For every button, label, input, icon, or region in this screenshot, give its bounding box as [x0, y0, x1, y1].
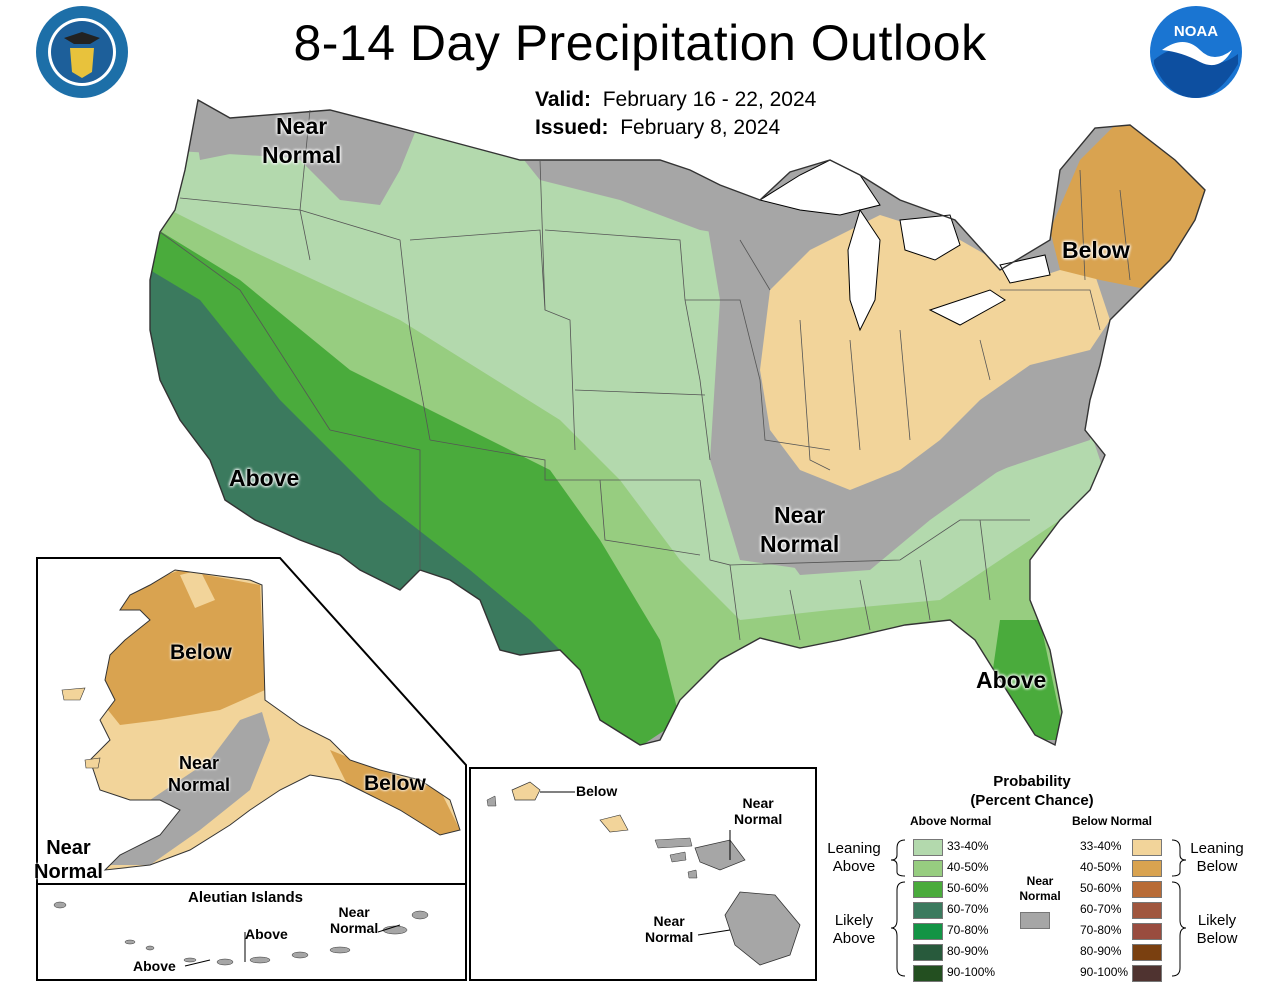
- legend-below-label: 60-70%: [1080, 902, 1122, 916]
- noaa-logo-text: NOAA: [1174, 23, 1218, 40]
- alaska-near-normal-sw-line2: Normal: [34, 861, 103, 883]
- aleutian-near-normal-line2: Normal: [330, 920, 379, 936]
- legend-leaning-above-line2: Above: [832, 858, 876, 875]
- hawaii-label-near-normal-1: Near Normal: [734, 795, 782, 827]
- legend-below-label: 70-80%: [1080, 923, 1122, 937]
- hawaii-label-near-normal-2: Near Normal: [645, 913, 693, 945]
- label-below-northeast: Below: [1062, 237, 1130, 263]
- legend-leaning-above: Leaning Above: [822, 840, 886, 876]
- label-near-normal-northwest: Near Normal: [262, 112, 341, 170]
- aleutian-label-near-normal: Near Normal: [330, 904, 378, 936]
- legend-near-line2: Normal: [1019, 889, 1061, 903]
- state-boundaries: [159, 109, 1131, 641]
- legend-below-label: 90-100%: [1080, 965, 1129, 979]
- alaska-near-normal-line1: Near: [178, 753, 220, 773]
- legend-below-swatch: [1132, 923, 1162, 940]
- legend-above-swatch: [913, 944, 943, 961]
- page-title: 8-14 Day Precipitation Outlook: [293, 15, 987, 71]
- legend: Probability (Percent Chance) Above Norma…: [822, 770, 1272, 982]
- noaa-logo-icon: NOAA: [1150, 6, 1242, 98]
- hawaii-near-normal-2-line2: Normal: [645, 929, 694, 945]
- legend-above-swatch: [913, 881, 943, 898]
- hawaii-near-normal-2-line1: Near: [653, 913, 685, 929]
- label-above-west: Above: [229, 465, 300, 491]
- legend-title: Probability (Percent Chance): [822, 772, 1242, 810]
- legend-leaning-below-line1: Leaning: [1190, 840, 1244, 857]
- alaska-label-below-north: Below: [170, 641, 232, 664]
- legend-near-normal-swatch: [1020, 912, 1050, 929]
- legend-above-label: 70-80%: [947, 923, 989, 937]
- legend-leaning-below-line2: Below: [1196, 858, 1238, 875]
- legend-braces: [890, 839, 1187, 977]
- alaska-label-below-panhandle: Below: [364, 772, 426, 795]
- issued-label: Issued:: [535, 116, 609, 139]
- legend-below-label: 50-60%: [1080, 881, 1122, 895]
- alaska-label-near-normal-southwest: Near Normal: [34, 836, 103, 884]
- legend-below-label: 33-40%: [1080, 839, 1122, 853]
- issued-line: Issued: February 8, 2024: [535, 116, 780, 140]
- legend-likely-above-line1: Likely: [834, 912, 874, 929]
- legend-below-label: 40-50%: [1080, 860, 1122, 874]
- legend-above-swatch: [913, 860, 943, 877]
- hawaii-inset: [469, 767, 817, 981]
- legend-above-label: 80-90%: [947, 944, 989, 958]
- legend-likely-below-line1: Likely: [1197, 912, 1237, 929]
- aleutian-near-normal-line1: Near: [338, 904, 370, 920]
- alaska-inset: [36, 557, 467, 885]
- label-near-normal-south-line1: Near: [774, 502, 826, 528]
- hawaii-label-below: Below: [576, 783, 618, 799]
- legend-below-swatch: [1132, 944, 1162, 961]
- legend-above-swatch: [913, 923, 943, 940]
- legend-leaning-above-line1: Leaning: [827, 840, 881, 857]
- legend-likely-below-line2: Below: [1196, 930, 1238, 947]
- valid-line: Valid: February 16 - 22, 2024: [535, 88, 816, 112]
- alaska-near-normal-line2: Normal: [168, 775, 231, 795]
- legend-below-header: Below Normal: [1072, 814, 1153, 828]
- aleutian-label-above-1: Above: [133, 958, 176, 974]
- alaska-label-near-normal: Near Normal: [168, 752, 230, 796]
- label-near-normal-northwest-line1: Near: [276, 113, 328, 139]
- legend-near-normal-header: Near Normal: [1018, 874, 1062, 904]
- legend-above-label: 90-100%: [947, 965, 996, 979]
- legend-below-swatch: [1132, 965, 1162, 982]
- legend-below-swatch: [1132, 839, 1162, 856]
- label-near-normal-northwest-line2: Normal: [262, 142, 342, 168]
- aleutian-label-above-2: Above: [245, 926, 288, 942]
- legend-below-swatch: [1132, 902, 1162, 919]
- legend-title-line2: (Percent Chance): [970, 792, 1094, 809]
- alaska-near-normal-sw-line1: Near: [46, 837, 91, 859]
- legend-above-swatch: [913, 902, 943, 919]
- legend-leaning-below: Leaning Below: [1184, 840, 1250, 876]
- conus-outline: [149, 98, 1206, 747]
- legend-above-label: 60-70%: [947, 902, 989, 916]
- valid-value: February 16 - 22, 2024: [602, 88, 817, 111]
- legend-likely-above: Likely Above: [822, 912, 886, 948]
- legend-above-header: Above Normal: [910, 814, 992, 828]
- legend-above-label: 33-40%: [947, 839, 989, 853]
- legend-above-swatch: [913, 839, 943, 856]
- legend-near-line1: Near: [1026, 874, 1054, 888]
- legend-above-label: 50-60%: [947, 881, 989, 895]
- aleutian-title: Aleutian Islands: [188, 889, 304, 906]
- label-above-florida: Above: [976, 667, 1047, 693]
- label-near-normal-south: Near Normal: [760, 501, 839, 559]
- legend-below-swatch: [1132, 881, 1162, 898]
- aleutian-inset: [36, 883, 467, 981]
- great-lakes: [758, 159, 1051, 332]
- valid-label: Valid:: [535, 88, 592, 111]
- legend-title-line1: Probability: [993, 773, 1071, 790]
- label-near-normal-south-line2: Normal: [760, 531, 840, 557]
- legend-likely-below: Likely Below: [1184, 912, 1250, 948]
- department-of-commerce-seal-icon: [36, 6, 128, 98]
- legend-likely-above-line2: Above: [832, 930, 876, 947]
- legend-above-label: 40-50%: [947, 860, 989, 874]
- legend-above-swatch: [913, 965, 943, 982]
- hawaii-near-normal-1-line1: Near: [742, 795, 774, 811]
- legend-below-swatch: [1132, 860, 1162, 877]
- issued-value: February 8, 2024: [620, 116, 781, 139]
- legend-below-label: 80-90%: [1080, 944, 1122, 958]
- hawaii-near-normal-1-line2: Normal: [734, 811, 783, 827]
